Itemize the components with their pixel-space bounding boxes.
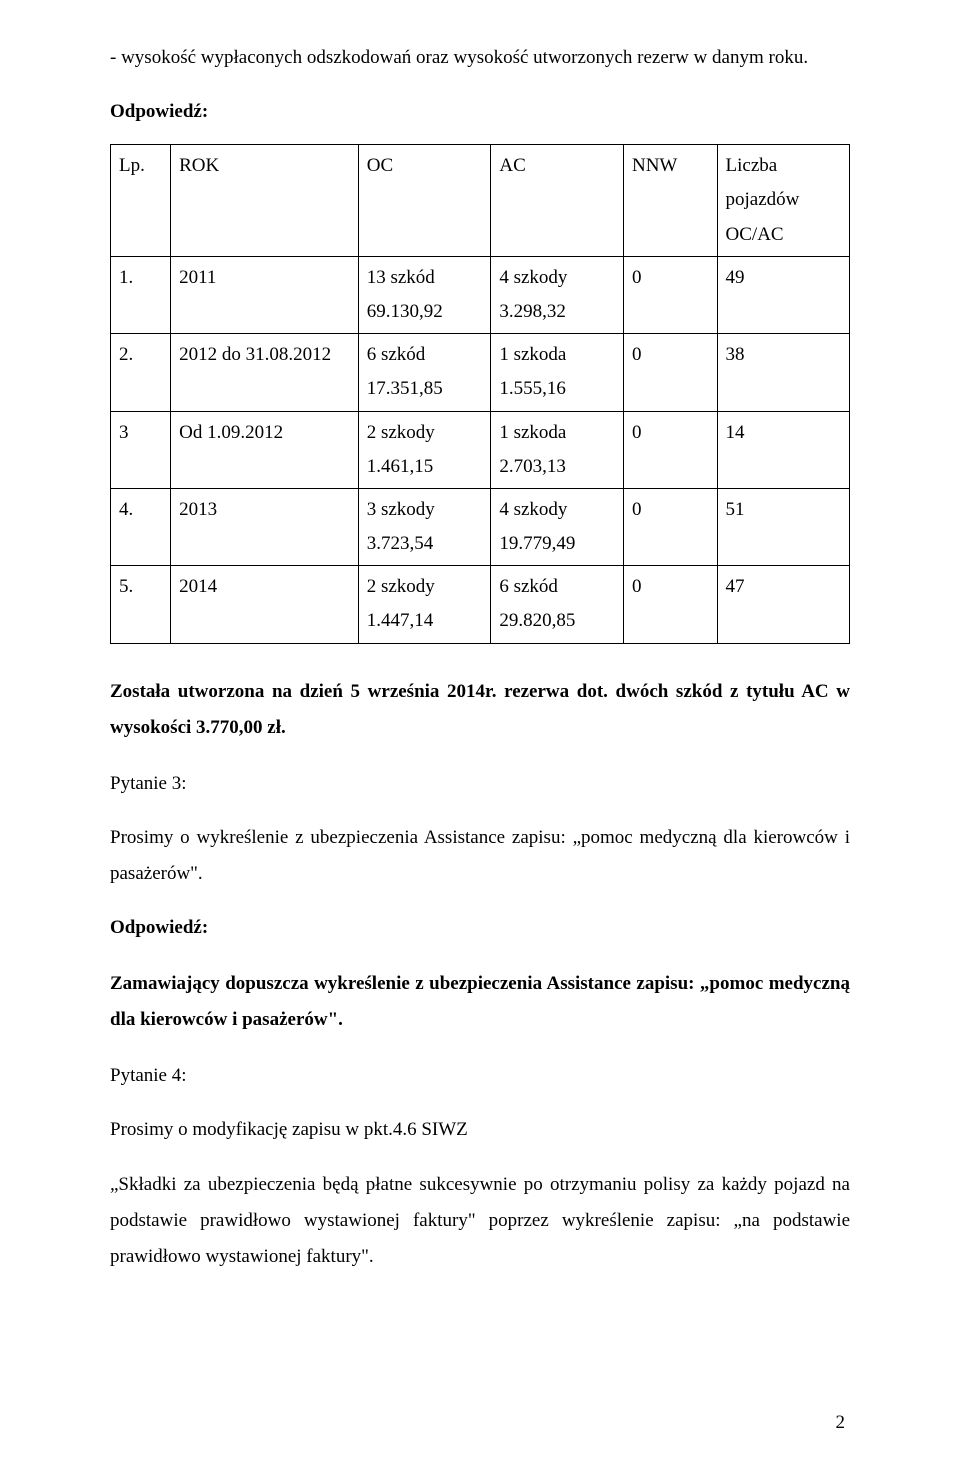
cell-rok: 2014 <box>171 566 359 643</box>
cell-lp: 3 <box>111 411 171 488</box>
question-3-answer: Zamawiający dopuszcza wykreślenie z ubez… <box>110 966 850 1038</box>
table-row: 5. 2014 2 szkody1.447,14 6 szkód29.820,8… <box>111 566 850 643</box>
cell-oc: 3 szkody3.723,54 <box>358 488 491 565</box>
th-nnw: NNW <box>623 145 717 257</box>
table-row: 1. 2011 13 szkód69.130,92 4 szkody3.298,… <box>111 256 850 333</box>
question-3-label: Pytanie 3: <box>110 766 850 802</box>
table-header-row: Lp. ROK OC AC NNW Liczba pojazdów OC/AC <box>111 145 850 257</box>
cell-liczba: 49 <box>717 256 849 333</box>
cell-lp: 2. <box>111 334 171 411</box>
cell-liczba: 38 <box>717 334 849 411</box>
cell-rok: 2013 <box>171 488 359 565</box>
question-3-body: Prosimy o wykreślenie z ubezpieczenia As… <box>110 820 850 892</box>
cell-oc: 2 szkody1.447,14 <box>358 566 491 643</box>
cell-ac: 6 szkód29.820,85 <box>491 566 624 643</box>
th-rok: ROK <box>171 145 359 257</box>
table-row: 4. 2013 3 szkody3.723,54 4 szkody19.779,… <box>111 488 850 565</box>
cell-rok: Od 1.09.2012 <box>171 411 359 488</box>
cell-nnw: 0 <box>623 566 717 643</box>
cell-rok: 2012 do 31.08.2012 <box>171 334 359 411</box>
cell-ac: 1 szkoda1.555,16 <box>491 334 624 411</box>
cell-ac: 4 szkody3.298,32 <box>491 256 624 333</box>
cell-liczba: 47 <box>717 566 849 643</box>
cell-oc: 6 szkód17.351,85 <box>358 334 491 411</box>
cell-ac: 4 szkody19.779,49 <box>491 488 624 565</box>
answer-label-1: Odpowiedź: <box>110 94 850 130</box>
question-4-quoted: „Składki za ubezpieczenia będą płatne su… <box>110 1167 850 1275</box>
question-4-body: Prosimy o modyfikację zapisu w pkt.4.6 S… <box>110 1112 850 1148</box>
th-liczba: Liczba pojazdów OC/AC <box>717 145 849 257</box>
table-row: 3 Od 1.09.2012 2 szkody1.461,15 1 szkoda… <box>111 411 850 488</box>
cell-nnw: 0 <box>623 411 717 488</box>
table-row: 2. 2012 do 31.08.2012 6 szkód17.351,85 1… <box>111 334 850 411</box>
cell-nnw: 0 <box>623 488 717 565</box>
th-lp: Lp. <box>111 145 171 257</box>
damages-table: Lp. ROK OC AC NNW Liczba pojazdów OC/AC … <box>110 144 850 643</box>
document-page: - wysokość wypłaconych odszkodowań oraz … <box>0 0 960 1471</box>
cell-lp: 1. <box>111 256 171 333</box>
cell-lp: 5. <box>111 566 171 643</box>
answer-label-2: Odpowiedź: <box>110 910 850 946</box>
cell-oc: 13 szkód69.130,92 <box>358 256 491 333</box>
th-oc: OC <box>358 145 491 257</box>
intro-text: - wysokość wypłaconych odszkodowań oraz … <box>110 40 850 76</box>
cell-rok: 2011 <box>171 256 359 333</box>
cell-liczba: 51 <box>717 488 849 565</box>
question-4-label: Pytanie 4: <box>110 1058 850 1094</box>
reserve-note: Została utworzona na dzień 5 września 20… <box>110 674 850 746</box>
cell-ac: 1 szkoda2.703,13 <box>491 411 624 488</box>
cell-nnw: 0 <box>623 334 717 411</box>
cell-lp: 4. <box>111 488 171 565</box>
cell-oc: 2 szkody1.461,15 <box>358 411 491 488</box>
page-number: 2 <box>836 1405 846 1441</box>
th-ac: AC <box>491 145 624 257</box>
cell-liczba: 14 <box>717 411 849 488</box>
cell-nnw: 0 <box>623 256 717 333</box>
